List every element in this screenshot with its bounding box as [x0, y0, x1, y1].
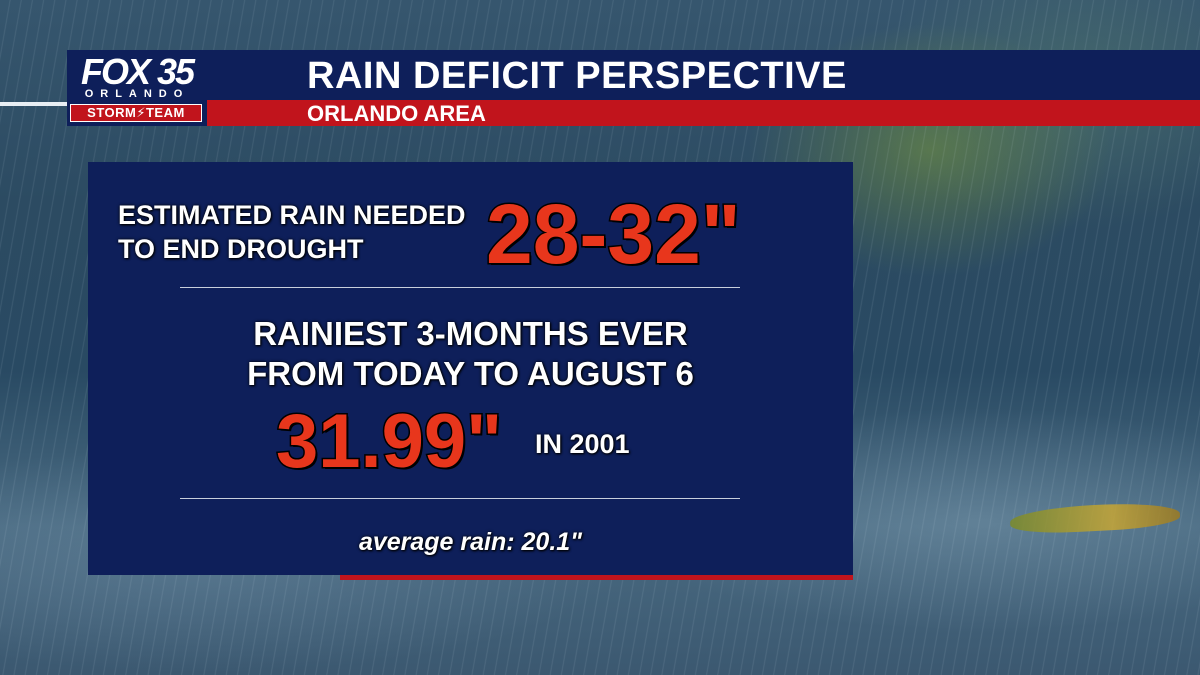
- info-panel: ESTIMATED RAIN NEEDED TO END DROUGHT 28-…: [88, 162, 853, 575]
- logo-station-name: FOX 35: [80, 51, 195, 92]
- divider-top: [180, 287, 740, 288]
- page-title: RAIN DEFICIT PERSPECTIVE: [307, 55, 847, 97]
- rainiest-label: RAINIEST 3-MONTHS EVER FROM TODAY TO AUG…: [88, 314, 853, 394]
- header-title-bar: [67, 50, 1200, 100]
- rainiest-line1: RAINIEST 3-MONTHS EVER: [253, 315, 688, 352]
- average-rain-text: average rain: 20.1": [358, 528, 583, 556]
- estimate-label-line1: ESTIMATED RAIN NEEDED: [118, 200, 466, 230]
- estimate-value: 28-32": [485, 187, 743, 281]
- estimate-label: ESTIMATED RAIN NEEDED TO END DROUGHT: [118, 198, 466, 266]
- rainiest-line2: FROM TODAY TO AUGUST 6: [247, 355, 694, 392]
- logo-storm-team: STORM⚡TEAM: [70, 104, 202, 122]
- header-subtitle-bar: [67, 100, 1200, 126]
- estimate-label-line2: TO END DROUGHT: [118, 234, 364, 264]
- divider-bottom: [180, 498, 740, 499]
- record-value: 31.99": [274, 399, 503, 484]
- panel-red-accent: [340, 573, 853, 580]
- logo-city-name: ORLANDO: [84, 88, 190, 100]
- header-accent-line: [0, 102, 70, 106]
- record-year: IN 2001: [535, 429, 630, 459]
- station-logo: FOX 35 ORLANDO STORM⚡TEAM: [67, 50, 207, 126]
- page-subtitle: ORLANDO AREA: [307, 101, 486, 126]
- header-banner: FOX 35 ORLANDO STORM⚡TEAM RAIN DEFICIT P…: [67, 50, 1200, 126]
